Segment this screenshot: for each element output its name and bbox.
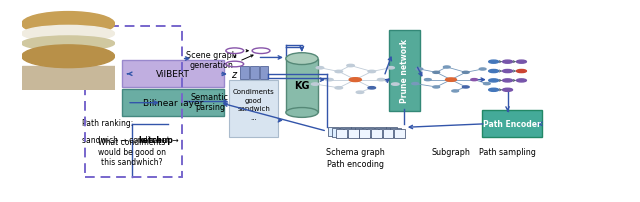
Circle shape [489, 89, 499, 92]
Circle shape [516, 70, 527, 73]
FancyBboxPatch shape [260, 67, 269, 79]
FancyBboxPatch shape [336, 129, 347, 139]
FancyBboxPatch shape [374, 127, 385, 136]
Circle shape [502, 70, 513, 73]
FancyBboxPatch shape [122, 89, 224, 117]
Text: z: z [231, 70, 236, 80]
Circle shape [483, 83, 490, 85]
Circle shape [356, 92, 364, 94]
Text: ketchup: ketchup [138, 135, 173, 144]
FancyBboxPatch shape [286, 59, 318, 113]
Text: Schema graph: Schema graph [326, 147, 385, 156]
FancyBboxPatch shape [371, 129, 382, 139]
Circle shape [444, 67, 450, 69]
FancyBboxPatch shape [344, 128, 355, 138]
Circle shape [368, 71, 376, 73]
Circle shape [502, 89, 513, 92]
Text: Semantic
parsing: Semantic parsing [191, 92, 229, 112]
Circle shape [433, 86, 440, 88]
FancyBboxPatch shape [363, 127, 374, 136]
Ellipse shape [22, 26, 115, 42]
Circle shape [489, 79, 499, 83]
Bar [22, 67, 115, 91]
FancyBboxPatch shape [394, 129, 405, 139]
FancyBboxPatch shape [482, 111, 542, 138]
Text: Path Encoder: Path Encoder [483, 120, 541, 129]
Circle shape [452, 90, 459, 93]
Text: Path encoding: Path encoding [327, 159, 384, 168]
Circle shape [516, 61, 527, 64]
Circle shape [479, 69, 486, 71]
FancyBboxPatch shape [250, 67, 259, 79]
Circle shape [316, 67, 324, 70]
Ellipse shape [286, 108, 318, 118]
FancyBboxPatch shape [351, 127, 362, 136]
Text: Bilinear layer: Bilinear layer [143, 99, 203, 108]
FancyBboxPatch shape [122, 61, 224, 88]
Text: What condiments
would be good on
this sandwhich?: What condiments would be good on this sa… [98, 137, 166, 167]
Circle shape [471, 79, 477, 81]
Circle shape [335, 71, 342, 73]
FancyBboxPatch shape [332, 128, 343, 138]
Circle shape [502, 61, 513, 64]
FancyBboxPatch shape [379, 128, 390, 138]
Circle shape [312, 83, 319, 86]
Circle shape [424, 79, 431, 81]
FancyBboxPatch shape [348, 129, 358, 139]
Circle shape [335, 87, 342, 89]
Circle shape [378, 79, 385, 81]
Text: KG: KG [294, 80, 310, 90]
Circle shape [326, 79, 333, 81]
FancyBboxPatch shape [359, 129, 370, 139]
Circle shape [445, 79, 456, 82]
FancyBboxPatch shape [367, 128, 378, 138]
Text: Condiments
good
sandwich
...: Condiments good sandwich ... [233, 89, 275, 120]
Ellipse shape [286, 54, 318, 65]
Circle shape [347, 65, 355, 67]
Ellipse shape [22, 13, 115, 37]
FancyBboxPatch shape [355, 128, 366, 138]
FancyBboxPatch shape [340, 127, 351, 136]
Circle shape [489, 70, 499, 73]
Text: Subgraph: Subgraph [431, 147, 470, 156]
Circle shape [412, 83, 419, 85]
Circle shape [516, 79, 527, 83]
Circle shape [462, 86, 469, 88]
Ellipse shape [22, 37, 115, 51]
Text: Path ranking:: Path ranking: [83, 118, 134, 127]
Circle shape [489, 61, 499, 64]
FancyBboxPatch shape [229, 81, 278, 137]
Text: Path sampling: Path sampling [479, 147, 536, 156]
Circle shape [368, 87, 376, 89]
FancyBboxPatch shape [387, 127, 397, 136]
Text: sandwich → condiment →: sandwich → condiment → [83, 135, 182, 144]
Ellipse shape [22, 46, 115, 68]
FancyBboxPatch shape [328, 127, 339, 136]
Text: VilBERT: VilBERT [156, 70, 190, 79]
Circle shape [416, 69, 423, 71]
FancyBboxPatch shape [383, 129, 394, 139]
Circle shape [349, 78, 362, 82]
Circle shape [392, 83, 399, 86]
FancyBboxPatch shape [388, 31, 420, 111]
Text: Prune network: Prune network [400, 39, 409, 103]
Circle shape [462, 72, 469, 74]
Text: Scene graph
generation: Scene graph generation [186, 50, 237, 70]
Circle shape [502, 79, 513, 83]
Circle shape [433, 72, 440, 74]
FancyBboxPatch shape [240, 67, 249, 79]
FancyBboxPatch shape [390, 128, 401, 138]
Circle shape [387, 67, 394, 70]
